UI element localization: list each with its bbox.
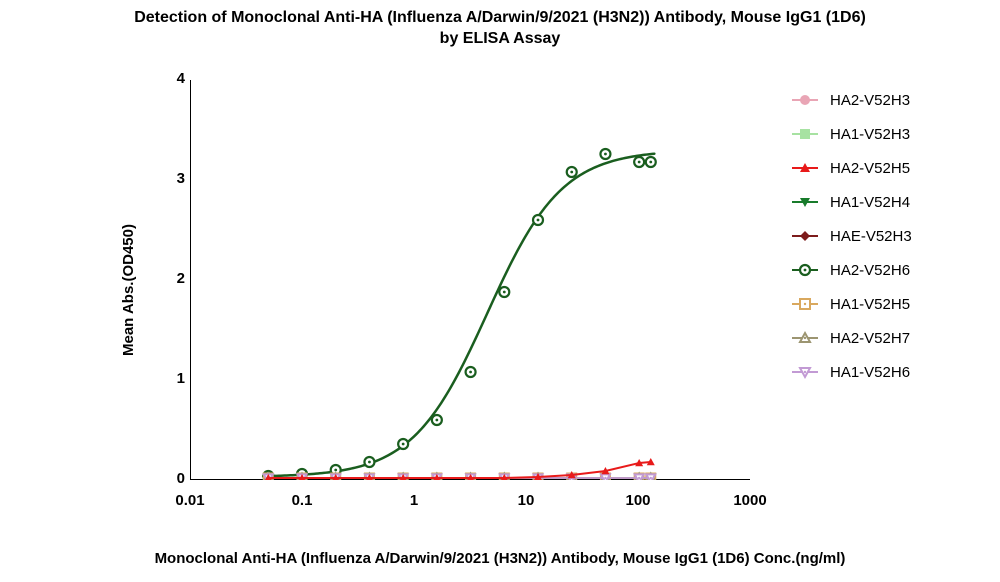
legend-label: HA1-V52H5 (830, 296, 910, 313)
legend-marker (790, 124, 820, 144)
chart-plot (190, 80, 750, 480)
chart-title: Detection of Monoclonal Anti-HA (Influen… (0, 8, 1000, 50)
legend-marker (790, 260, 820, 280)
title-line1: Detection of Monoclonal Anti-HA (Influen… (134, 9, 866, 26)
legend-label: HA2-V52H7 (830, 330, 910, 347)
title-line2: by ELISA Assay (440, 30, 561, 47)
legend-label: HA1-V52H6 (830, 364, 910, 381)
y-tick-label: 2 (165, 270, 185, 287)
x-tick-label: 0.01 (160, 492, 220, 509)
legend-marker (790, 192, 820, 212)
legend-label: HA1-V52H4 (830, 194, 910, 211)
legend-item: HA1-V52H6 (790, 362, 912, 382)
legend-item: HA1-V52H5 (790, 294, 912, 314)
legend-item: HA1-V52H3 (790, 124, 912, 144)
legend-marker (790, 362, 820, 382)
legend-marker (790, 294, 820, 314)
x-axis-label: Monoclonal Anti-HA (Influenza A/Darwin/9… (0, 550, 1000, 567)
legend-marker (790, 226, 820, 246)
legend: HA2-V52H3 HA1-V52H3 HA2-V52H5 HA1-V52H4 HAE-… (790, 90, 912, 396)
legend-item: HA2-V52H5 (790, 158, 912, 178)
legend-label: HA2-V52H6 (830, 262, 910, 279)
legend-label: HA2-V52H3 (830, 92, 910, 109)
x-tick-label: 1000 (720, 492, 780, 509)
y-tick-label: 4 (165, 70, 185, 87)
x-tick-label: 0.1 (272, 492, 332, 509)
y-tick-label: 0 (165, 470, 185, 487)
x-tick-label: 1 (384, 492, 444, 509)
y-axis-label: Mean Abs.(OD450) (120, 90, 140, 490)
y-tick-label: 3 (165, 170, 185, 187)
x-tick-label: 100 (608, 492, 668, 509)
legend-marker (790, 90, 820, 110)
legend-marker (790, 328, 820, 348)
y-tick-label: 1 (165, 370, 185, 387)
legend-item: HA2-V52H6 (790, 260, 912, 280)
legend-label: HAE-V52H3 (830, 228, 912, 245)
legend-item: HAE-V52H3 (790, 226, 912, 246)
x-tick-label: 10 (496, 492, 556, 509)
legend-item: HA2-V52H3 (790, 90, 912, 110)
legend-label: HA2-V52H5 (830, 160, 910, 177)
legend-label: HA1-V52H3 (830, 126, 910, 143)
legend-item: HA2-V52H7 (790, 328, 912, 348)
legend-item: HA1-V52H4 (790, 192, 912, 212)
legend-marker (790, 158, 820, 178)
